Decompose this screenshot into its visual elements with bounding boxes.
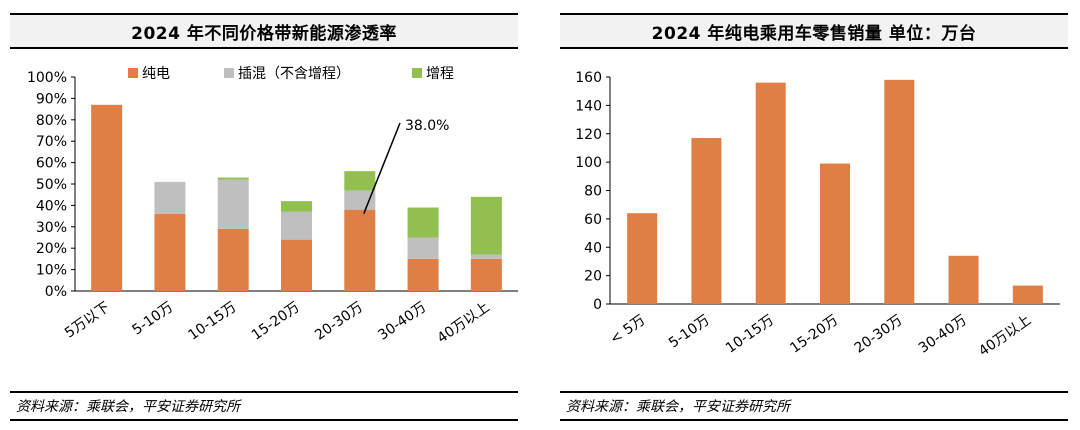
x-tick-label: < 5万 [607, 312, 648, 348]
bar-erev [407, 207, 439, 238]
legend-label: 纯电 [142, 66, 170, 82]
y-tick-label: 10% [36, 263, 67, 279]
annotation-label: 38.0% [405, 118, 449, 134]
left-source-note: 资料来源：乘联会，平安证券研究所 [10, 391, 518, 421]
bar-phev [407, 237, 439, 259]
left-chart-title: 2024 年不同价格带新能源渗透率 [10, 13, 518, 49]
y-tick-label: 20 [584, 269, 602, 285]
x-tick-label: 40万以上 [434, 299, 492, 346]
x-tick-label: 15-20万 [787, 312, 841, 356]
y-tick-label: 100% [27, 70, 67, 86]
bar-phev [470, 254, 502, 259]
legend-swatch [224, 68, 234, 78]
bar-phev [281, 211, 312, 240]
sales-bar [691, 138, 722, 304]
legend-swatch [128, 68, 138, 78]
y-tick-label: 80% [36, 113, 67, 129]
y-tick-label: 140 [575, 98, 602, 114]
x-tick-label: 30-40万 [916, 312, 970, 356]
y-tick-label: 40 [584, 240, 602, 256]
bar-bev [407, 258, 439, 291]
y-tick-label: 20% [36, 241, 67, 257]
left-chart: 0% 10% 20% 30% 40% 50% 60% 70% 80% 90% 100% 5万以下 5-1… [27, 66, 518, 347]
x-tick-label: 20-30万 [852, 312, 906, 356]
x-tick-label: 10-15万 [186, 299, 240, 343]
x-tick-label: 10-15万 [723, 312, 777, 356]
right-chart-panel: 2024 年纯电乘用车零售销量 单位：万台 0 20 40 60 80 100 120 140… [550, 0, 1080, 430]
right-chart-title: 2024 年纯电乘用车零售销量 单位：万台 [560, 13, 1068, 49]
y-tick-label: 0 [593, 297, 602, 313]
bar-erev [470, 196, 502, 255]
x-tick-label: 20-30万 [312, 299, 366, 343]
bar-bev [154, 213, 186, 291]
bar-phev [154, 181, 186, 214]
legend-label: 增程 [426, 66, 454, 82]
y-tick-label: 30% [36, 220, 67, 236]
y-tick-label: 90% [36, 91, 67, 107]
x-tick-label: 15-20万 [249, 299, 303, 343]
bar-erev [217, 177, 249, 180]
y-tick-label: 50% [36, 177, 67, 193]
x-tick-label: 40万以上 [976, 312, 1034, 359]
y-tick-label: 40% [36, 198, 67, 214]
bar-phev [344, 190, 376, 210]
x-tick-label: 30-40万 [375, 299, 429, 343]
sales-bar [948, 255, 979, 304]
legend-swatch [412, 68, 422, 78]
bar-bev [91, 104, 123, 291]
y-tick-label: 100 [575, 155, 602, 171]
bar-phev [217, 179, 249, 229]
sales-bar [1012, 285, 1043, 304]
y-tick-label: 0% [45, 284, 67, 300]
sales-bar [627, 213, 658, 304]
x-tick-label: 5-10万 [130, 299, 177, 338]
right-chart: 0 20 40 60 80 100 120 140 160 < 5万 5-10万 10-15万 15-2… [575, 70, 1060, 360]
sales-bar [884, 79, 915, 305]
bar-bev [344, 209, 376, 291]
right-source-note: 资料来源：乘联会，平安证券研究所 [560, 391, 1068, 421]
x-tick-label: 5-10万 [666, 312, 713, 351]
bar-bev [470, 258, 502, 291]
left-chart-panel: 2024 年不同价格带新能源渗透率 0% 10% 20% 30% 40% 50% 60% 70… [0, 0, 530, 430]
bar-erev [344, 171, 376, 191]
y-tick-label: 70% [36, 134, 67, 150]
sales-bar [820, 163, 850, 304]
y-tick-label: 60% [36, 156, 67, 172]
bar-bev [217, 228, 249, 291]
bar-erev [281, 201, 312, 212]
sales-bar [755, 82, 786, 304]
annotation-line [363, 122, 401, 214]
y-tick-label: 80 [584, 184, 602, 200]
y-tick-label: 60 [584, 212, 602, 228]
y-tick-label: 160 [575, 70, 602, 86]
x-tick-label: 5万以下 [62, 299, 113, 341]
y-tick-label: 120 [575, 127, 602, 143]
bar-bev [281, 239, 312, 291]
legend-label: 插混（不含增程） [238, 66, 350, 82]
